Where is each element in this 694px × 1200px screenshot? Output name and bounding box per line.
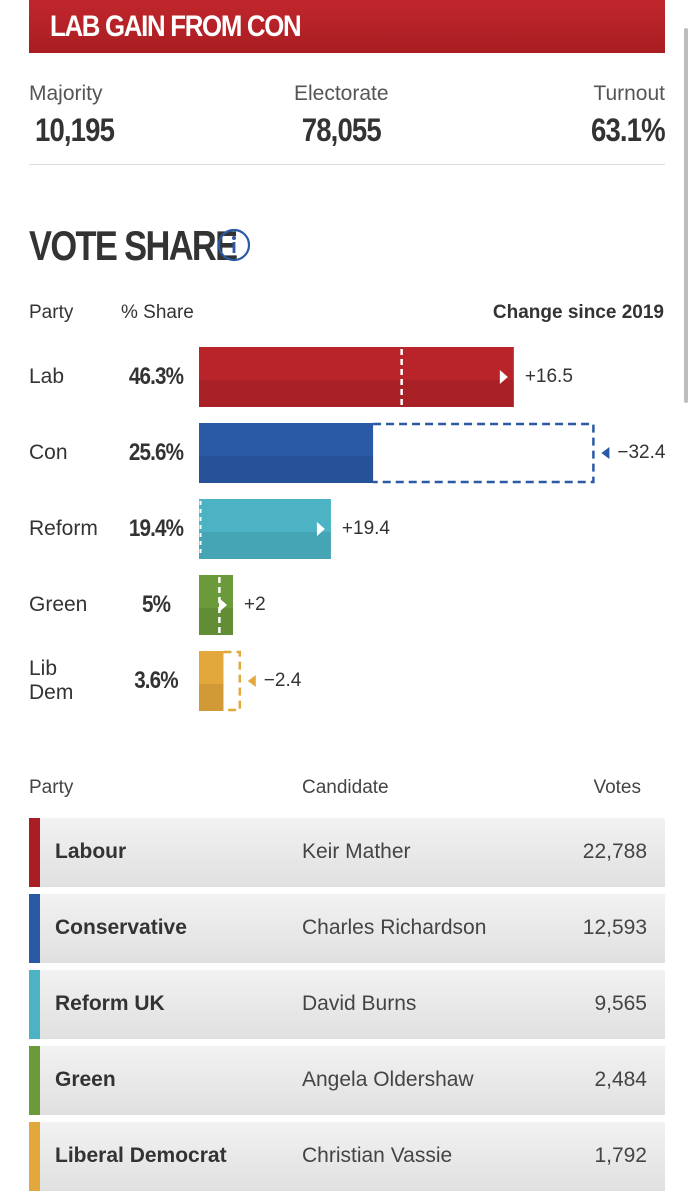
result-banner: LAB GAIN FROM CON [29,0,665,53]
result-banner-text: LAB GAIN FROM CON [50,9,302,43]
party-label-lib-dem: Lib Dem [29,657,74,704]
electorate-stat: Electorate 78,055 [294,82,389,149]
share-label-lab: 46.3% [128,363,184,390]
result-row: Labour Keir Mather 22,788 [29,818,665,887]
result-party-name: Green [55,1068,116,1091]
bar-lib-dem [199,651,224,711]
share-label-con: 25.6% [128,439,184,466]
share-label-green: 5% [141,591,171,618]
change-label-lib-dem: −2.4 [263,670,302,691]
majority-stat: Majority 10,195 [29,82,127,149]
bar-shade-lib-dem [199,684,224,711]
scrollbar[interactable] [684,28,688,403]
party-label-reform: Reform [29,517,98,540]
result-party-name: Liberal Democrat [55,1144,227,1167]
info-circle-icon[interactable] [217,228,251,262]
bar-green [199,575,233,635]
bar-lab [199,347,514,407]
change-arrow-green [219,598,227,612]
party-label-con: Con [29,441,68,464]
bar-shade-reform [199,532,331,559]
vote-share-party-header: Party [29,302,74,323]
party-color-stripe [29,818,40,887]
result-votes: 1,792 [594,1144,647,1167]
majority-value: 10,195 [35,112,115,148]
result-row: Green Angela Oldershaw 2,484 [29,1046,665,1115]
result-votes: 2,484 [594,1068,647,1091]
change-arrow-lib-dem [247,675,256,687]
bar-con [199,423,374,483]
party-label-lab: Lab [29,365,65,388]
result-row: Reform UK David Burns 9,565 [29,970,665,1039]
result-party-name: Labour [55,840,127,863]
change-arrow-reform [316,522,325,536]
bar-shade-lab [199,380,514,407]
bar-shade-con [199,456,374,483]
results-party-header: Party [29,777,74,798]
vote-share-share-header: % Share [121,302,194,323]
result-votes: 12,593 [582,916,647,939]
change-arrow-lab [499,370,508,384]
prev-outline-con [373,422,595,484]
change-arrow-con [601,447,610,459]
turnout-stat: Turnout 63.1% [579,82,666,149]
results-candidate-header: Candidate [302,777,389,798]
result-candidate-name: Keir Mather [302,840,411,863]
turnout-value: 63.1% [591,112,666,148]
party-color-stripe [29,1046,40,1115]
vote-share-change-header: Change since 2019 [492,302,664,323]
result-candidate-name: David Burns [302,992,417,1015]
majority-label: Majority [29,82,103,105]
party-color-stripe [29,1122,40,1191]
electorate-value: 78,055 [301,112,382,148]
vote-share-title: VOTE SHARE [29,222,238,269]
turnout-label: Turnout [593,82,665,105]
vote-share-chart [199,347,610,712]
result-row: Liberal Democrat Christian Vassie 1,792 [29,1122,665,1191]
bar-reform [199,499,331,559]
result-row: Conservative Charles Richardson 12,593 [29,894,665,963]
prev-outline-lib-dem [223,650,242,712]
constituency-stats: Majority 10,195 Electorate 78,055 Turnou… [29,82,666,165]
party-color-stripe [29,970,40,1039]
party-color-stripe [29,894,40,963]
change-label-con: −32.4 [617,442,666,463]
result-party-name: Conservative [55,916,187,939]
electorate-label: Electorate [294,82,389,105]
result-party-name: Reform UK [55,992,165,1015]
result-votes: 9,565 [594,992,647,1015]
bar-shade-green [199,608,233,635]
results-votes-header: Votes [593,777,641,798]
share-label-lib-dem: 3.6% [134,667,178,694]
change-label-reform: +19.4 [341,518,390,539]
result-candidate-name: Charles Richardson [302,916,487,939]
party-label-green: Green [29,593,88,616]
change-label-green: +2 [244,594,266,615]
change-label-lab: +16.5 [524,366,573,387]
result-candidate-name: Christian Vassie [302,1144,453,1167]
share-label-reform: 19.4% [128,515,184,542]
result-candidate-name: Angela Oldershaw [302,1068,474,1091]
result-votes: 22,788 [582,840,647,863]
